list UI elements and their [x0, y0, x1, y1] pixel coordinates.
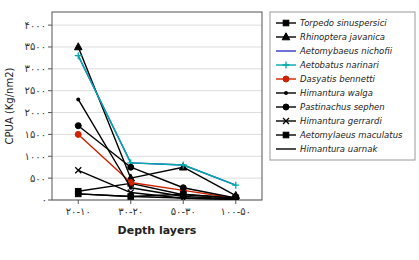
data-point	[75, 123, 81, 129]
series	[75, 123, 239, 200]
series	[75, 191, 238, 200]
x-axis-label: Depth layers	[118, 224, 197, 237]
grid-line	[52, 112, 262, 113]
data-point	[232, 182, 239, 189]
series-line	[78, 99, 236, 198]
axes: · ۵۰۰ ۱۰۰۰ ۱۵۰۰ ۲۰۰۰ ۲۵۰۰ ۳۰۰۰ ۳۵۰۰ ۴۰۰۰ ۲۰-۱۰ ۳۰-…	[25, 12, 262, 217]
data-point	[75, 167, 81, 173]
legend-swatch	[282, 33, 290, 40]
legend-swatch	[283, 132, 289, 138]
legend-label: Torpedo sinuspersici	[300, 18, 387, 28]
data-point	[75, 131, 81, 137]
tick-label: ۱۰۰-۵۰	[221, 206, 251, 217]
tick-label: ۵۰-۳۰	[171, 206, 196, 217]
data-point	[74, 43, 82, 50]
tick-mark	[48, 178, 52, 179]
grid-line	[52, 134, 262, 135]
tick-label: ۱۰۰۰	[25, 151, 46, 162]
grid-line	[52, 90, 262, 91]
tick-label: ۳۰-۲۰	[118, 206, 143, 217]
series	[78, 194, 236, 199]
legend-label: Rhinoptera javanica	[300, 32, 385, 42]
legend-swatch	[283, 118, 289, 124]
data-point	[180, 192, 186, 198]
tick-mark	[78, 200, 79, 204]
data-point	[128, 164, 134, 170]
legend-label: Aetomybaeus nichofii	[299, 46, 393, 56]
series-line	[78, 56, 236, 185]
tick-mark	[130, 200, 131, 204]
series	[76, 97, 238, 200]
legend-label: Dasyatis bennetti	[300, 74, 376, 84]
legend-label: Aetomylaeus maculatus	[299, 130, 403, 140]
legend-label: Himantura uarnak	[300, 144, 378, 154]
series	[78, 56, 236, 185]
legend-swatch	[284, 91, 288, 95]
legend: Torpedo sinuspersici Rhinoptera javanica A…	[270, 12, 415, 160]
tick-label: ۳۰۰۰	[25, 63, 46, 74]
tick-mark	[48, 90, 52, 91]
data-point	[180, 162, 187, 169]
tick-mark	[48, 200, 52, 201]
legend-label: Aetobatus narinari	[299, 60, 380, 70]
tick-label: ۱۵۰۰	[25, 129, 46, 140]
series-line	[78, 126, 236, 198]
data-point	[180, 185, 186, 191]
y-axis-label: CPUA (Kg/nm2)	[4, 67, 15, 144]
tick-label: ۵۰۰	[30, 173, 46, 184]
series-line	[78, 194, 236, 199]
legend-swatch	[276, 148, 296, 149]
series	[74, 43, 239, 199]
series-line	[78, 56, 236, 185]
chart: · ۵۰۰ ۱۰۰۰ ۱۵۰۰ ۲۰۰۰ ۲۵۰۰ ۳۰۰۰ ۳۵۰۰ ۴۰۰۰ ۲۰-۱۰ ۳۰-…	[0, 0, 419, 260]
grid-line	[52, 68, 262, 69]
series	[75, 167, 239, 200]
data-point	[76, 97, 80, 101]
legend-swatch	[283, 76, 289, 82]
tick-mark	[48, 68, 52, 69]
tick-label: ۳۵۰۰	[25, 41, 46, 52]
data-point	[129, 186, 133, 190]
tick-mark	[235, 200, 236, 204]
tick-label: ۲۰-۱۰	[66, 206, 91, 217]
tick-label: ۲۵۰۰	[25, 85, 46, 96]
grid-line	[52, 46, 262, 47]
legend-label: Himantura gerrardi	[300, 116, 382, 126]
series	[75, 131, 239, 200]
legend-swatch	[276, 50, 296, 51]
plot-frame	[52, 12, 262, 200]
legend-swatch	[283, 20, 289, 26]
tick-mark	[48, 46, 52, 47]
legend-frame	[270, 12, 415, 160]
legend-label: Himantura walga	[300, 88, 373, 98]
tick-mark	[48, 156, 52, 157]
tick-mark	[183, 200, 184, 204]
grid-line	[52, 25, 262, 26]
series	[75, 52, 240, 188]
grid-line	[52, 156, 262, 157]
legend-swatch	[283, 62, 290, 69]
plot-area	[74, 43, 239, 200]
tick-label: ۴۰۰۰	[25, 20, 46, 31]
tick-mark	[48, 112, 52, 113]
legend-label: Pastinachus sephen	[300, 102, 385, 112]
tick-mark	[48, 134, 52, 135]
series-line	[78, 170, 236, 199]
data-point	[75, 52, 82, 59]
tick-label: ·	[43, 195, 46, 206]
data-point	[180, 192, 186, 198]
tick-label: ۲۰۰۰	[25, 107, 46, 118]
tick-mark	[48, 25, 52, 26]
legend-swatch	[283, 104, 289, 110]
series-line	[78, 47, 236, 196]
